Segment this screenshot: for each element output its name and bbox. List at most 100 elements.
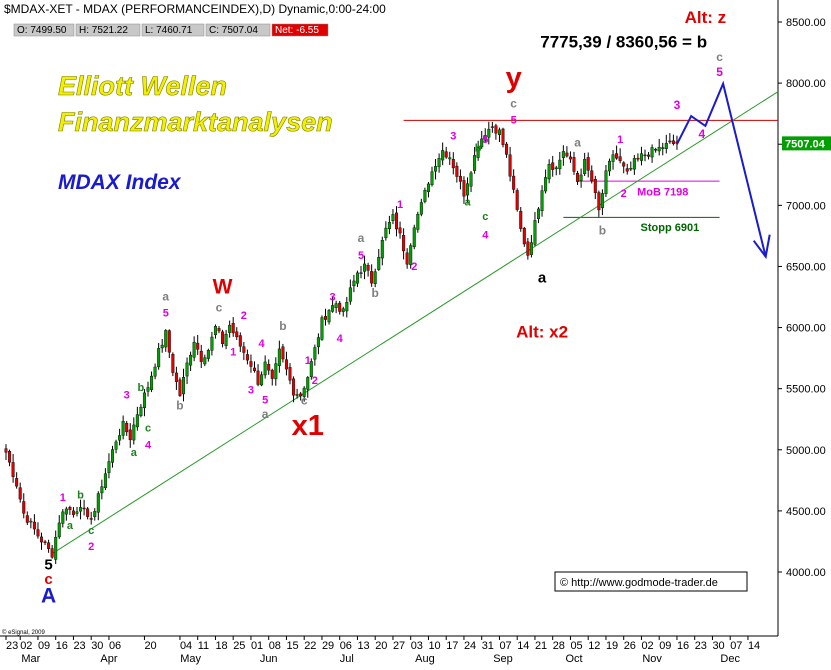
candle <box>267 359 271 375</box>
x-day-label: 13 <box>357 640 369 652</box>
source-box <box>554 571 748 592</box>
candle-body <box>103 473 107 488</box>
wave-label: b <box>77 490 84 502</box>
candle <box>25 511 29 526</box>
x-month-label: Sep <box>493 653 513 665</box>
candle-body <box>274 363 278 380</box>
candle <box>284 351 288 376</box>
candle-body <box>370 271 374 284</box>
x-day-label: 24 <box>464 640 476 652</box>
candle-body <box>29 520 33 523</box>
candle-body <box>185 362 189 377</box>
candle <box>455 162 459 183</box>
candle-body <box>483 135 487 141</box>
candle-body <box>267 364 271 371</box>
candle <box>185 357 189 384</box>
wave-label: b <box>372 286 379 300</box>
candle-body <box>519 210 523 229</box>
ohlc-value: Net: -6.55 <box>275 25 319 36</box>
x-day-label: 08 <box>269 640 281 652</box>
candle-body <box>533 220 537 245</box>
candle <box>4 444 8 460</box>
candle <box>533 212 537 247</box>
candle-body <box>75 511 79 514</box>
candle <box>142 389 146 417</box>
candle <box>483 128 487 143</box>
candle <box>221 329 225 348</box>
candle <box>497 127 501 143</box>
candle <box>352 274 356 293</box>
branding-line1: Elliott Wellen <box>58 71 227 101</box>
candle <box>231 317 235 337</box>
candle-body <box>437 158 441 168</box>
x-day-label: 06 <box>109 640 121 652</box>
candle-body <box>515 190 519 210</box>
wave-label: a <box>67 520 74 532</box>
candle <box>391 209 395 225</box>
wave-label: A <box>41 585 56 608</box>
candle <box>615 145 619 160</box>
candle-body <box>331 305 335 312</box>
candle-body <box>618 156 622 162</box>
candle-body <box>231 323 235 334</box>
wave-label: c <box>482 211 488 223</box>
y-tick-label: 5500.00 <box>786 384 826 396</box>
candle-body <box>490 126 494 128</box>
candle-body <box>36 529 40 537</box>
candle <box>96 491 100 521</box>
candle <box>331 296 335 313</box>
candle <box>32 514 36 535</box>
candle <box>341 306 345 317</box>
candle-body <box>664 143 668 149</box>
candle <box>213 324 217 339</box>
wave-label: 3 <box>674 98 681 112</box>
ohlc-value: H: 7521.22 <box>79 25 128 36</box>
candle <box>11 453 15 483</box>
candle-body <box>565 152 569 157</box>
candle-body <box>203 357 207 365</box>
candle-body <box>114 441 118 450</box>
source-link[interactable]: © http://www.godmode-trader.de <box>560 577 718 589</box>
candle <box>125 420 129 436</box>
candle-body <box>79 507 83 512</box>
candle-body <box>423 189 427 202</box>
candle-body <box>199 350 203 362</box>
candle-body <box>338 302 342 312</box>
candle-body <box>57 522 61 538</box>
projection-path <box>676 80 767 257</box>
candle <box>551 155 555 177</box>
time-axis: 23 02 09 16 23 30 06 20 04 11 18 25 01 08 15 22 29 06 13 20… <box>5 636 760 665</box>
candle <box>15 472 19 489</box>
candle-body <box>600 193 604 209</box>
candle <box>203 354 207 367</box>
wave-label: c <box>44 571 52 588</box>
candle <box>434 159 438 180</box>
candle <box>121 415 125 440</box>
candle-body <box>579 174 583 182</box>
wave-label: b <box>176 398 183 412</box>
candle <box>93 508 97 521</box>
candle-body <box>334 303 338 308</box>
candle <box>668 133 672 144</box>
x-day-label: 19 <box>606 640 618 652</box>
candle-body <box>348 287 352 302</box>
candle-body <box>292 378 296 396</box>
candle <box>363 255 367 280</box>
wave-label: 1 <box>60 492 66 504</box>
candle-body <box>497 129 501 136</box>
candle-body <box>171 354 175 373</box>
candle-body <box>150 375 154 390</box>
candle <box>671 134 675 146</box>
x-month-label: Jul <box>340 653 354 665</box>
branding-line2: Finanzmarktanalysen <box>58 107 333 137</box>
candle <box>79 499 83 520</box>
candle-body <box>309 361 313 377</box>
candle-body <box>178 379 182 396</box>
wave-label: b <box>599 224 606 238</box>
candle <box>469 171 473 193</box>
candle-body <box>235 331 239 338</box>
candle <box>238 332 242 353</box>
x-day-label: 31 <box>482 640 494 652</box>
candle <box>647 151 651 160</box>
